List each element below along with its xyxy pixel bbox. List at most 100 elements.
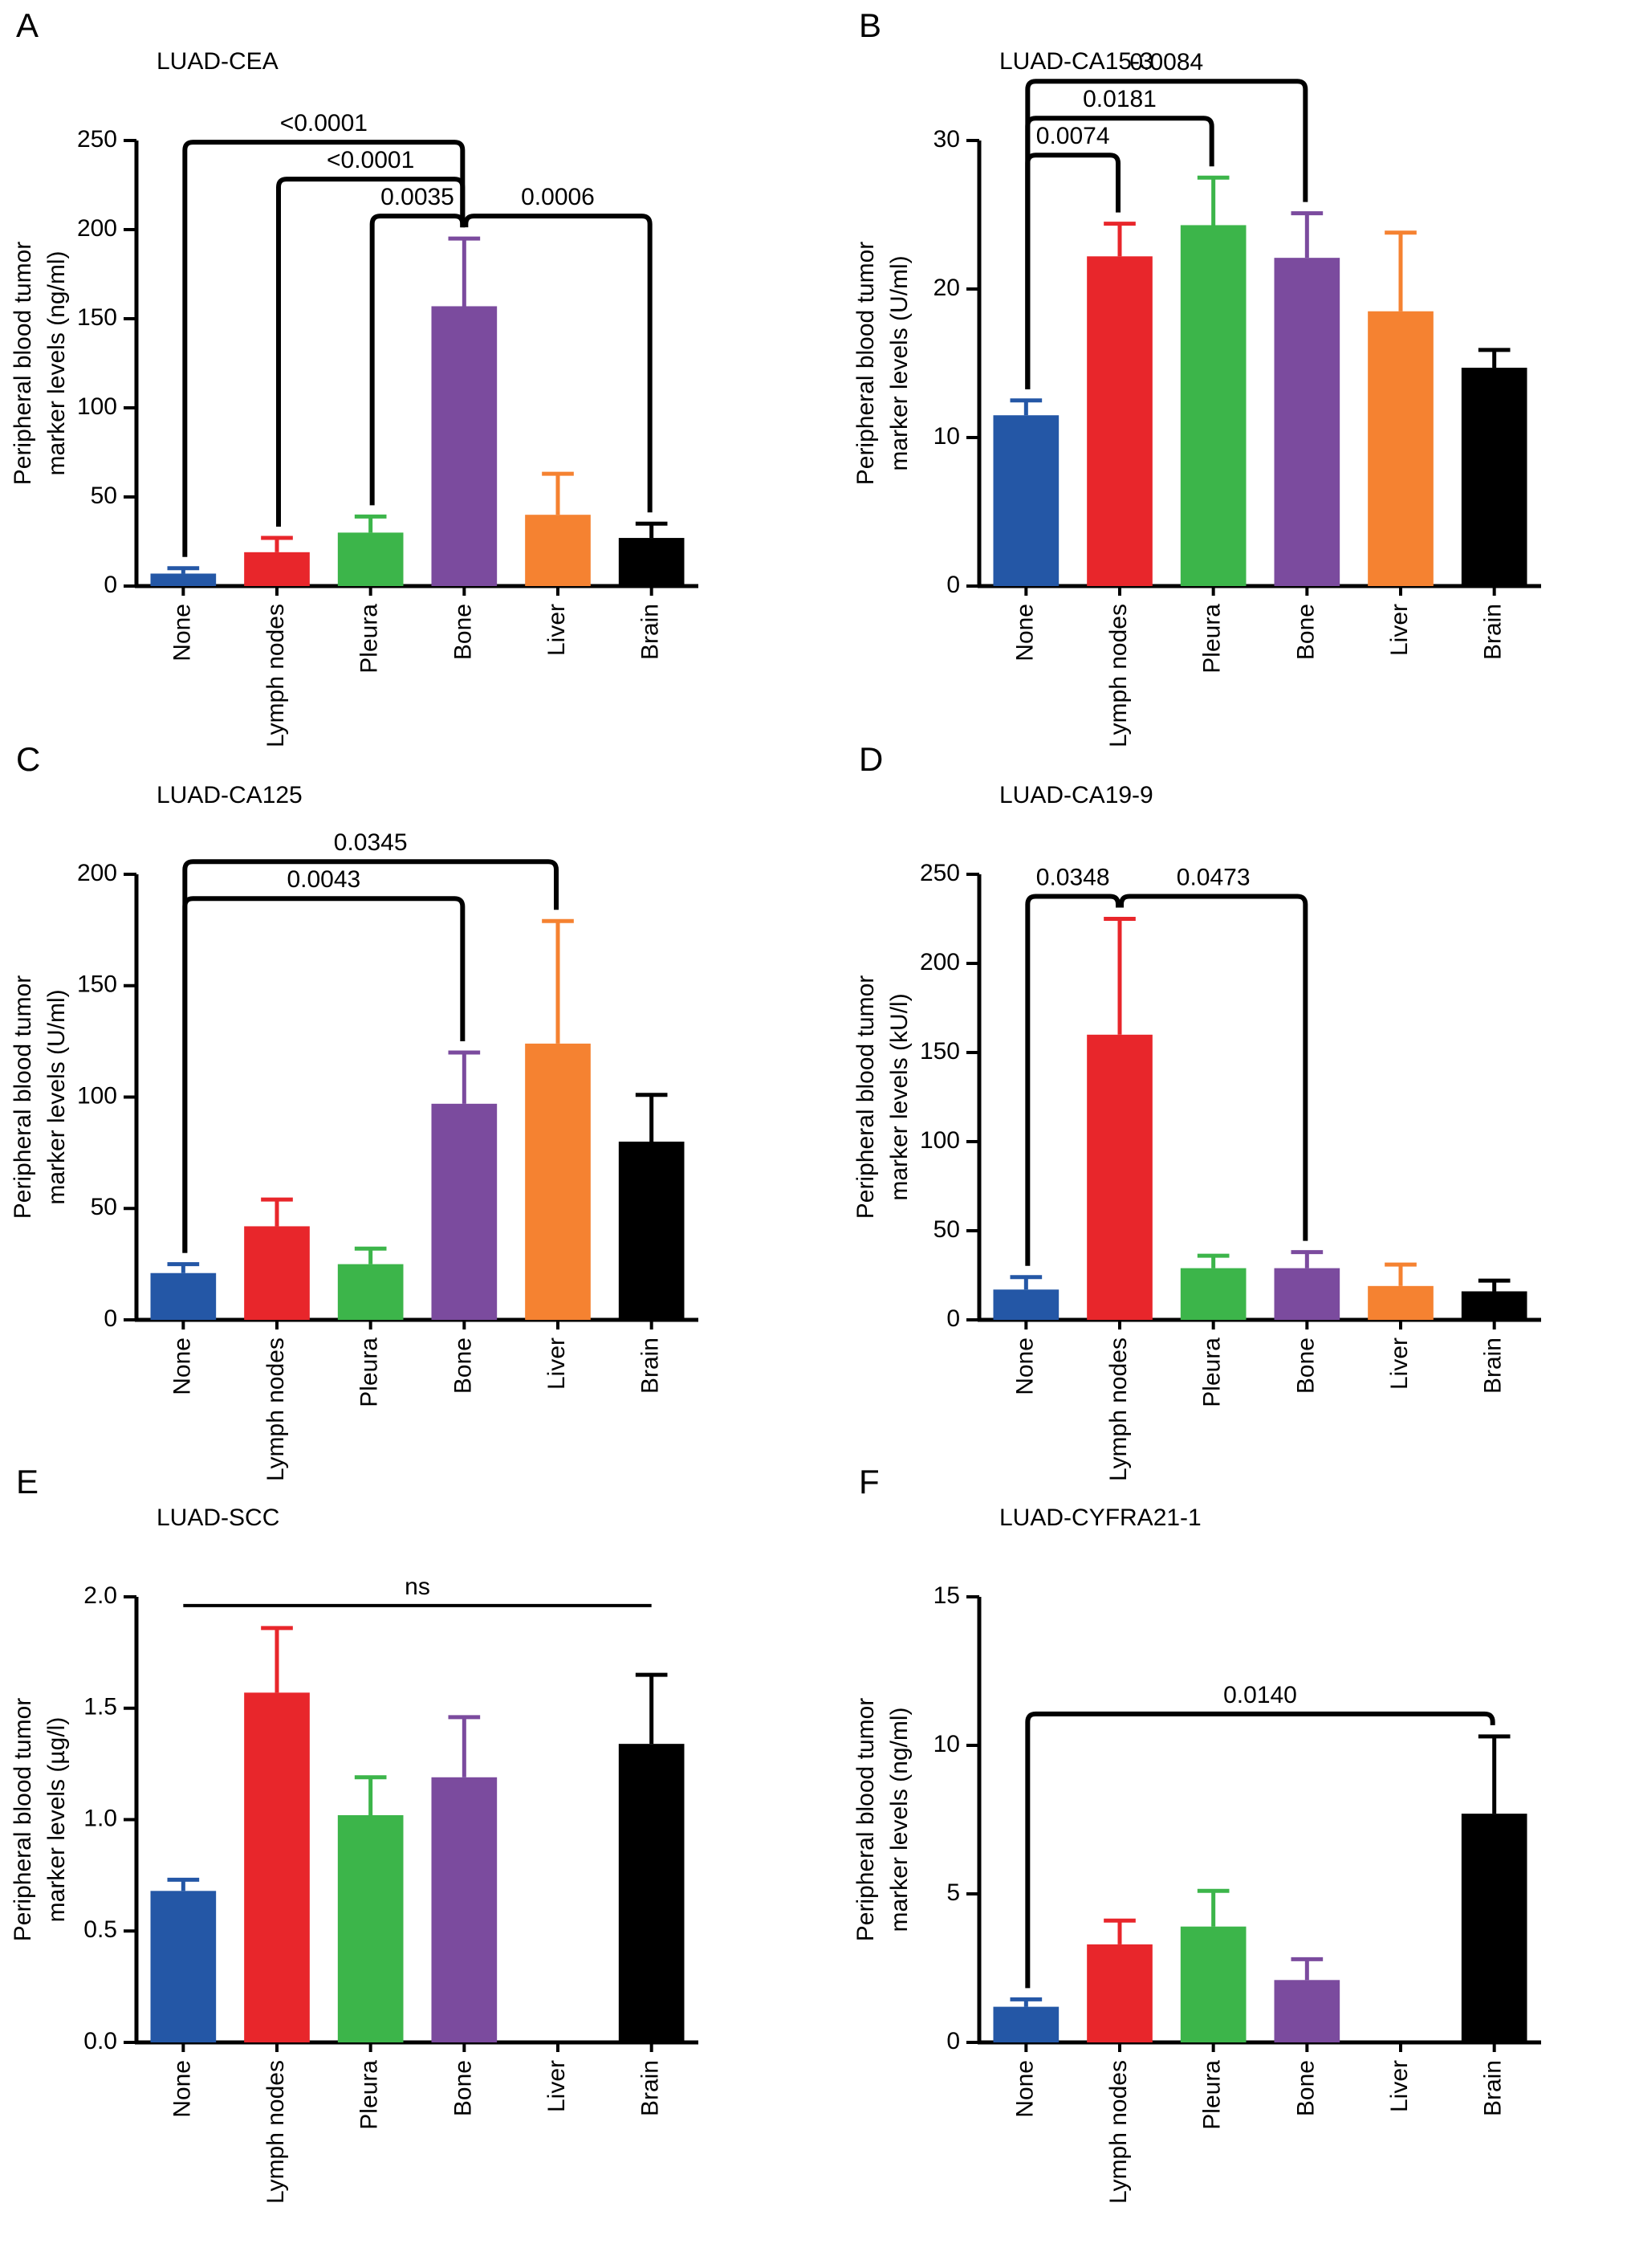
y-tick-label: 20 xyxy=(933,275,960,301)
x-tick-label: Lymph nodes xyxy=(1105,2060,1132,2204)
bar xyxy=(1180,1926,1247,2042)
y-tick-label: 0 xyxy=(104,1305,117,1332)
y-axis-label: Peripheral blood tumor xyxy=(852,975,879,1220)
bracket xyxy=(182,140,466,557)
y-tick-label: 50 xyxy=(91,1194,117,1220)
x-tick-label: Liver xyxy=(543,2060,570,2112)
bar xyxy=(1087,1944,1153,2042)
bar xyxy=(337,1814,404,2042)
error-bar xyxy=(635,1093,668,1142)
y-tick-label: 0 xyxy=(946,1305,960,1332)
bar xyxy=(1461,1291,1527,1320)
error-bar xyxy=(261,535,293,552)
comparison: <0.0001 xyxy=(182,110,466,557)
error-bar xyxy=(261,1197,293,1227)
bar xyxy=(1087,256,1153,586)
bar xyxy=(525,515,591,586)
x-tick-label: Liver xyxy=(1386,604,1413,656)
x-tick-label: Pleura xyxy=(1199,2060,1226,2130)
bar xyxy=(1180,1268,1247,1320)
panel-label: C xyxy=(16,740,40,778)
error-bar xyxy=(354,1246,387,1264)
y-tick-label: 0 xyxy=(946,572,960,598)
y-axis-label: Peripheral blood tumor xyxy=(10,975,36,1220)
error-bar xyxy=(1197,1253,1230,1268)
error-bar xyxy=(1104,1918,1136,1944)
x-tick-label: Lymph nodes xyxy=(1105,604,1132,747)
bar xyxy=(150,1272,217,1320)
bar xyxy=(431,1777,498,2042)
bar xyxy=(618,1744,685,2042)
y-tick-label: 0.5 xyxy=(83,1916,117,1943)
error-bar xyxy=(542,471,574,515)
bar xyxy=(525,1043,591,1320)
panel-label: B xyxy=(859,6,881,44)
panel: B LUAD-CA15-3 Peripheral blood tumor marker… xyxy=(852,6,1541,747)
y-axis-label: marker levels (U/ml) xyxy=(43,989,70,1204)
error-bar xyxy=(1197,175,1230,226)
error-bar xyxy=(1385,1262,1417,1286)
bar xyxy=(1087,1034,1153,1320)
comparison: 0.0348 xyxy=(1025,864,1121,1266)
error-bar xyxy=(448,236,481,307)
x-tick-label: Bone xyxy=(1292,1338,1319,1394)
error-bar xyxy=(635,1672,668,1745)
error-bar xyxy=(1104,917,1136,1035)
x-tick-label: None xyxy=(1011,2060,1038,2118)
bracket xyxy=(463,214,653,513)
y-tick-label: 50 xyxy=(91,483,117,509)
error-bar xyxy=(635,521,668,539)
y-tick-label: 100 xyxy=(77,1082,117,1109)
error-bar xyxy=(167,1262,200,1273)
bar xyxy=(1461,368,1527,586)
y-axis-label: marker levels (µg/l) xyxy=(43,1717,70,1923)
error-bar xyxy=(354,514,387,533)
y-tick-label: 10 xyxy=(933,1731,960,1757)
x-tick-label: Pleura xyxy=(1199,604,1226,674)
x-tick-label: Brain xyxy=(1480,1338,1507,1394)
bracket xyxy=(182,859,559,1253)
x-tick-label: Lymph nodes xyxy=(1105,1338,1132,1481)
error-bar xyxy=(261,1626,293,1693)
error-bar xyxy=(1478,1278,1511,1292)
bar xyxy=(150,573,217,586)
bar xyxy=(431,306,498,586)
y-tick-label: 250 xyxy=(77,126,117,153)
bracket xyxy=(1025,79,1308,389)
y-tick-label: 100 xyxy=(920,1127,960,1154)
bar xyxy=(1180,225,1247,586)
p-value: 0.0084 xyxy=(1129,49,1203,75)
comparison: 0.0084 xyxy=(1025,49,1308,389)
p-value: 0.0006 xyxy=(521,184,595,210)
bar xyxy=(337,532,404,586)
panel-label: E xyxy=(16,1463,39,1500)
y-tick-label: 150 xyxy=(77,971,117,998)
error-bar xyxy=(1010,1997,1043,2007)
x-tick-label: Bone xyxy=(1292,604,1319,660)
y-axis-label: Peripheral blood tumor xyxy=(10,242,36,486)
comparison: 0.0140 xyxy=(1025,1682,1495,1989)
bar xyxy=(618,538,685,586)
panel-label: A xyxy=(16,6,39,44)
panel: A LUAD-CEA Peripheral blood tumor marker le… xyxy=(10,6,698,747)
x-tick-label: Brain xyxy=(637,1338,664,1394)
x-tick-label: Liver xyxy=(1386,2060,1413,2112)
error-bar xyxy=(1104,222,1136,257)
comparison: 0.0345 xyxy=(182,829,559,1253)
x-tick-label: Brain xyxy=(1480,604,1507,660)
bar xyxy=(1461,1814,1527,2042)
bar xyxy=(993,2006,1060,2042)
bracket xyxy=(1025,894,1121,1266)
bar xyxy=(431,1103,498,1320)
x-tick-label: Bone xyxy=(1292,2060,1319,2116)
error-bar xyxy=(1010,398,1043,416)
x-tick-label: Brain xyxy=(637,604,664,660)
bracket xyxy=(1119,894,1308,1241)
y-tick-label: 0.0 xyxy=(83,2028,117,2054)
chart-title: LUAD-CYFRA21-1 xyxy=(999,1505,1202,1531)
bar xyxy=(618,1142,685,1320)
x-tick-label: Liver xyxy=(1386,1338,1413,1390)
y-tick-label: 250 xyxy=(920,860,960,886)
y-tick-label: 10 xyxy=(933,423,960,450)
x-tick-label: Bone xyxy=(449,1338,476,1394)
